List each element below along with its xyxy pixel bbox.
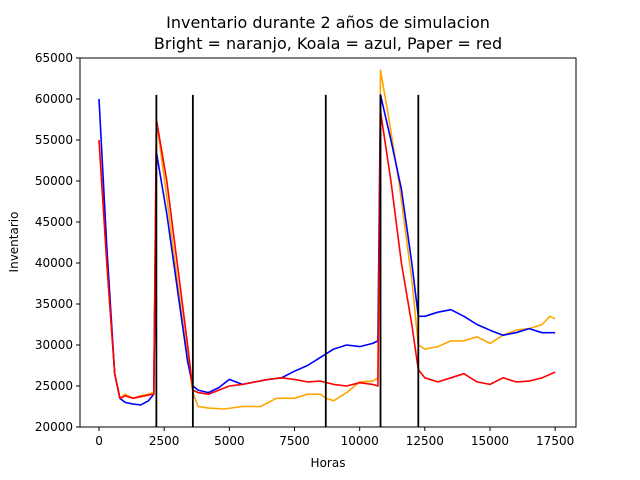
x-tick-label: 17500: [536, 434, 574, 448]
y-tick-label: 45000: [35, 215, 73, 229]
x-tick-label: 15000: [471, 434, 509, 448]
y-tick-label: 60000: [35, 92, 73, 106]
x-tick-label: 10000: [341, 434, 379, 448]
plot-area: [98, 69, 556, 427]
y-tick-label: 55000: [35, 133, 73, 147]
x-axis: 0 2500 5000 7500 10000 12500 15000 17500: [95, 427, 574, 448]
y-tick-label: 35000: [35, 297, 73, 311]
series-line-paper: [98, 110, 556, 400]
y-axis: 20000 25000 30000 35000 40000 45000 50000 55000…: [35, 51, 80, 434]
y-axis-label: Inventario: [7, 212, 21, 273]
x-tick-label: 0: [95, 434, 103, 448]
x-tick-label: 5000: [214, 434, 245, 448]
y-tick-label: 30000: [35, 338, 73, 352]
y-tick-label: 50000: [35, 174, 73, 188]
chart-title: Inventario durante 2 años de simulacion: [166, 13, 490, 32]
x-tick-label: 12500: [406, 434, 444, 448]
plot-frame: [79, 57, 577, 428]
series-line-bright: [98, 69, 556, 410]
x-tick-label: 2500: [149, 434, 180, 448]
y-tick-label: 25000: [35, 379, 73, 393]
y-tick-label: 40000: [35, 256, 73, 270]
chart-subtitle: Bright = naranjo, Koala = azul, Paper = …: [154, 34, 502, 53]
x-tick-label: 7500: [279, 434, 310, 448]
series-line-koala: [98, 94, 556, 406]
y-tick-label: 65000: [35, 51, 73, 65]
y-tick-label: 20000: [35, 420, 73, 434]
x-axis-label: Horas: [311, 456, 346, 470]
